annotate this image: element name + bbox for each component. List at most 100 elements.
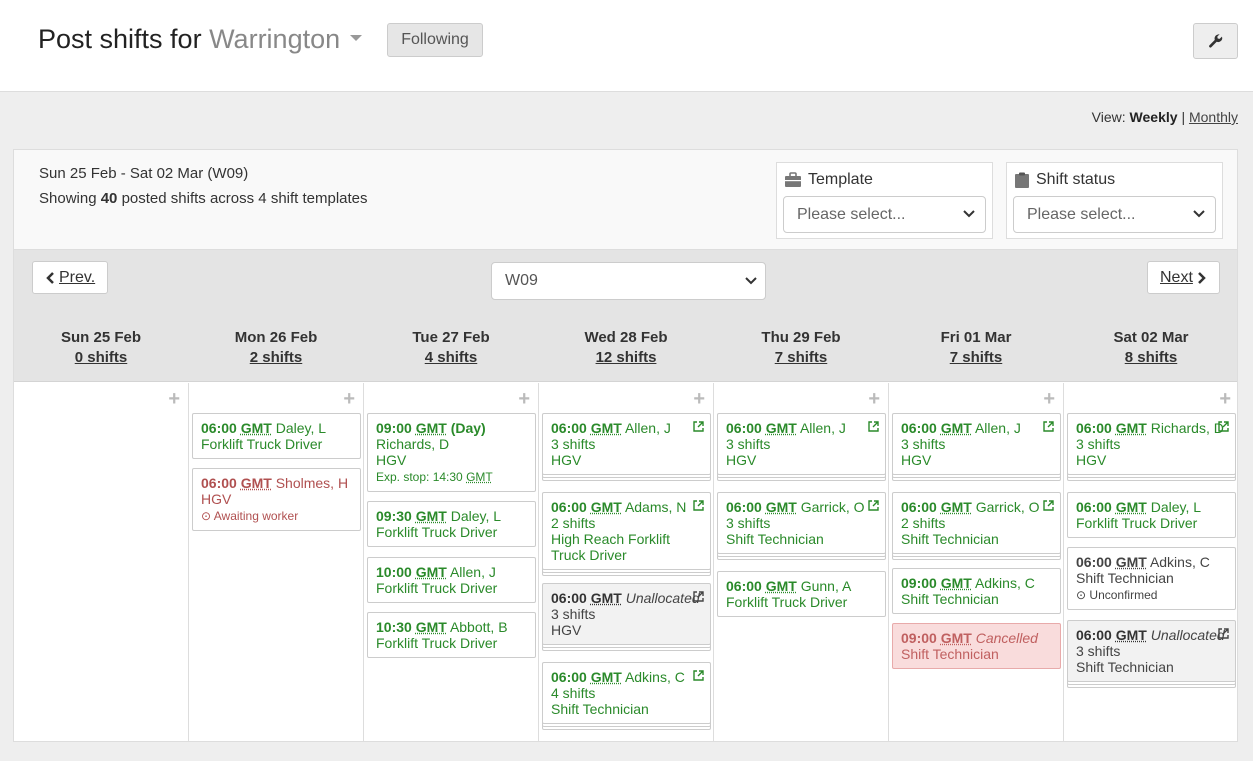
shift-group-card[interactable]: 06:00 GMT Allen, J 3 shifts HGV — [892, 413, 1061, 475]
shift-count: 3 shifts — [726, 436, 771, 452]
day-name: Sun 25 Feb — [60, 329, 142, 346]
shift-tz: GMT — [415, 564, 447, 580]
week-select[interactable]: W09 — [491, 262, 766, 300]
day-shift-count-link[interactable]: 12 shifts — [595, 349, 657, 366]
add-shift-plus-icon[interactable]: + — [343, 388, 355, 410]
shift-time: 06:00 — [201, 475, 237, 491]
view-monthly-link[interactable]: Monthly — [1188, 109, 1238, 125]
day-name: Wed 28 Feb — [584, 329, 668, 346]
view-toggle: View: Weekly | Monthly — [1092, 109, 1238, 125]
shift-card[interactable]: 09:30 GMT Daley, L Forklift Truck Driver — [367, 501, 536, 547]
shift-time: 06:00 — [1076, 627, 1112, 643]
shift-group-card[interactable]: 06:00 GMT Unallocated 3 shifts Shift Tec… — [1067, 620, 1236, 682]
add-shift-plus-icon[interactable]: + — [518, 388, 530, 410]
summary-bar: Sun 25 Feb - Sat 02 Mar (W09) Showing 40… — [14, 150, 1237, 250]
caret-down-icon[interactable] — [350, 34, 363, 41]
view-weekly[interactable]: Weekly — [1129, 109, 1178, 125]
day-shift-count-link[interactable]: 8 shifts — [1124, 349, 1178, 366]
add-shift-plus-icon[interactable]: + — [168, 388, 180, 410]
shift-card[interactable]: 06:00 GMT Daley, L Forklift Truck Driver — [192, 413, 361, 459]
shift-group-card[interactable]: 06:00 GMT Allen, J 3 shifts HGV — [542, 413, 711, 475]
shift-worker: Allen, J — [799, 420, 846, 436]
external-link-icon[interactable] — [1218, 421, 1229, 432]
shift-worker: Allen, J — [449, 564, 496, 580]
shift-role: Shift Technician — [901, 591, 999, 607]
settings-button[interactable] — [1193, 23, 1238, 59]
shift-group-card[interactable]: 06:00 GMT Adams, N 2 shifts High Reach F… — [542, 492, 711, 570]
external-link-icon[interactable] — [1218, 628, 1229, 639]
day-shift-count-link[interactable]: 2 shifts — [249, 349, 303, 366]
chevron-down-icon — [745, 277, 757, 285]
shift-card[interactable]: 06:00 GMT Gunn, A Forklift Truck Driver — [717, 571, 886, 617]
shift-group-card[interactable]: 06:00 GMT Garrick, O 3 shifts Shift Tech… — [717, 492, 886, 554]
shift-role: Shift Technician — [1076, 659, 1174, 675]
day-shift-count-link[interactable]: 4 shifts — [424, 349, 478, 366]
wrench-icon — [1208, 34, 1222, 48]
location-selector[interactable]: Warrington — [209, 24, 341, 54]
week-select-value: W09 — [505, 272, 538, 289]
shift-count: 3 shifts — [726, 515, 771, 531]
add-shift-plus-icon[interactable]: + — [1043, 388, 1055, 410]
chevron-down-icon — [963, 210, 975, 218]
shift-role: HGV — [551, 622, 582, 638]
shift-time: 06:00 — [551, 420, 587, 436]
shift-time: 09:00 — [901, 575, 937, 591]
shift-worker: Unallocated — [625, 590, 700, 606]
shift-group-card[interactable]: 06:00 GMT Richards, D 3 shifts HGV — [1067, 413, 1236, 475]
day-name: Fri 01 Mar — [940, 329, 1012, 346]
shift-status-select[interactable]: Please select... — [1013, 196, 1216, 233]
shift-time: 06:00 — [201, 420, 237, 436]
external-link-icon[interactable] — [1043, 421, 1054, 432]
shift-count: 2 shifts — [551, 515, 596, 531]
prev-week-button[interactable]: Prev. — [32, 261, 109, 294]
shift-time: 06:00 — [1076, 499, 1112, 515]
day-shift-count-link[interactable]: 7 shifts — [949, 349, 1003, 366]
template-select[interactable]: Please select... — [783, 196, 986, 233]
external-link-icon[interactable] — [693, 670, 704, 681]
shift-worker: Richards, D — [1150, 420, 1224, 436]
next-week-button[interactable]: Next — [1147, 261, 1220, 294]
next-label: Next — [1160, 268, 1193, 286]
add-shift-plus-icon[interactable]: + — [1219, 388, 1231, 410]
shift-card[interactable]: 06:00 GMT Sholmes, H HGV ⊙ Awaiting work… — [192, 468, 361, 531]
shift-count: 3 shifts — [901, 436, 946, 452]
shift-role: Forklift Truck Driver — [201, 436, 323, 452]
shift-tz: GMT — [1115, 627, 1147, 643]
shift-status-filter: Shift status Please select... — [1006, 162, 1223, 239]
external-link-icon[interactable] — [693, 421, 704, 432]
shift-card[interactable]: 10:30 GMT Abbott, B Forklift Truck Drive… — [367, 612, 536, 658]
shift-group-card[interactable]: 06:00 GMT Garrick, O 2 shifts Shift Tech… — [892, 492, 1061, 554]
shift-count: 3 shifts — [1076, 643, 1121, 659]
shift-card[interactable]: 06:00 GMT Adkins, C Shift Technician ⊙ U… — [1067, 547, 1236, 610]
shift-time: 10:30 — [376, 619, 412, 635]
shift-group-card[interactable]: 06:00 GMT Allen, J 3 shifts HGV — [717, 413, 886, 475]
add-shift-plus-icon[interactable]: + — [693, 388, 705, 410]
shift-card[interactable]: 09:00 GMT Adkins, C Shift Technician — [892, 568, 1061, 614]
day-shift-count-link[interactable]: 0 shifts — [74, 349, 128, 366]
external-link-icon[interactable] — [693, 591, 704, 602]
external-link-icon[interactable] — [868, 421, 879, 432]
external-link-icon[interactable] — [1043, 500, 1054, 511]
shift-summary: Showing 40 posted shifts across 4 shift … — [39, 190, 368, 207]
shift-count: 4 shifts — [551, 685, 596, 701]
external-link-icon[interactable] — [868, 500, 879, 511]
clock-icon: ⊙ — [1076, 588, 1087, 602]
shift-role: Forklift Truck Driver — [726, 594, 848, 610]
external-link-icon[interactable] — [693, 500, 704, 511]
shift-group-card[interactable]: 06:00 GMT Adkins, C 4 shifts Shift Techn… — [542, 662, 711, 724]
shift-tz: GMT — [765, 578, 797, 594]
shift-group-card[interactable]: 06:00 GMT Unallocated 3 shifts HGV — [542, 583, 711, 645]
shift-card[interactable]: 06:00 GMT Daley, L Forklift Truck Driver — [1067, 492, 1236, 538]
add-shift-plus-icon[interactable]: + — [868, 388, 880, 410]
day-shift-count-link[interactable]: 7 shifts — [774, 349, 828, 366]
top-bar: Post shifts for Warrington Following — [0, 0, 1253, 92]
shift-role: Shift Technician — [901, 531, 999, 547]
shift-worker: Abbott, B — [449, 619, 508, 635]
shift-card[interactable]: 09:00 GMT (Day) Richards, D HGV Exp. sto… — [367, 413, 536, 492]
chevron-right-icon — [1198, 271, 1206, 284]
following-button[interactable]: Following — [387, 23, 483, 57]
cancelled-shift-card[interactable]: 09:00 GMT Cancelled Shift Technician — [892, 623, 1061, 669]
day-header-sun: Sun 25 Feb 0 shifts — [14, 329, 188, 366]
day-header-tue: Tue 27 Feb 4 shifts — [364, 329, 538, 366]
shift-card[interactable]: 10:00 GMT Allen, J Forklift Truck Driver — [367, 557, 536, 603]
